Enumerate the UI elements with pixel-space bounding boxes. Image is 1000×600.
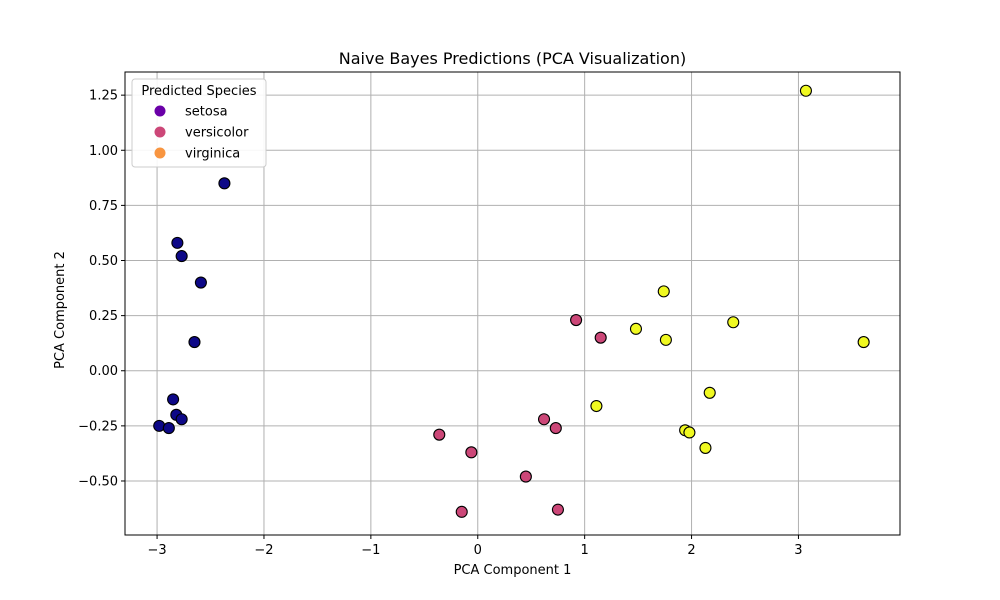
data-point-setosa — [175, 250, 188, 263]
legend-title: Predicted Species — [141, 84, 256, 99]
plot-area-frame — [124, 71, 901, 536]
x-tick-label: 1 — [581, 543, 589, 558]
legend-marker-versicolor — [154, 126, 166, 138]
legend-box — [131, 78, 267, 168]
y-tick-label: 0.50 — [89, 254, 118, 269]
x-tick-label: 0 — [474, 543, 482, 558]
data-point-versicolor — [551, 503, 564, 516]
grid — [125, 72, 900, 535]
y-tick-label: 0.00 — [89, 364, 118, 379]
data-point-virginica — [699, 441, 712, 454]
data-point-versicolor — [519, 470, 532, 483]
legend-marker-setosa — [154, 105, 166, 117]
legend-label-versicolor: versicolor — [185, 126, 249, 141]
x-tick-label: −1 — [361, 543, 380, 558]
y-axis-title: PCA Component 2 — [53, 251, 68, 369]
data-point-virginica — [703, 386, 716, 399]
data-point-virginica — [590, 399, 603, 413]
data-point-virginica — [857, 336, 870, 349]
data-point-versicolor — [433, 428, 446, 441]
legend: Predicted Species setosa versicolor virgin… — [131, 78, 267, 168]
legend-label-setosa: setosa — [185, 105, 228, 120]
data-point-virginica — [659, 333, 672, 346]
data-point-versicolor — [455, 505, 468, 518]
data-point-virginica — [727, 316, 740, 329]
y-tick-label: 0.75 — [89, 199, 118, 214]
axis-ticks: −3 −2 −1 0 1 2 3 −0.50 −0.25 0.00 0.25 0.50 0.75 1.00… — [78, 89, 802, 558]
y-tick-label: −0.50 — [78, 474, 118, 489]
x-tick-label: −3 — [147, 543, 166, 558]
data-point-setosa — [175, 413, 188, 426]
y-tick-label: 0.25 — [89, 309, 118, 324]
y-tick-label: 1.25 — [89, 89, 118, 104]
x-tick-label: −2 — [254, 543, 273, 558]
data-point-versicolor — [537, 413, 551, 426]
data-points — [153, 84, 870, 518]
data-point-setosa — [218, 177, 231, 190]
legend-entries: setosa versicolor virginica — [154, 105, 249, 162]
x-tick-label: 3 — [794, 543, 802, 558]
legend-label-virginica: virginica — [185, 147, 240, 162]
data-point-setosa — [162, 422, 175, 435]
data-point-setosa — [171, 236, 184, 249]
data-point-setosa — [194, 276, 207, 289]
x-axis-title: PCA Component 1 — [454, 563, 572, 578]
data-point-versicolor — [594, 331, 607, 344]
y-tick-label: 1.00 — [89, 144, 118, 159]
data-point-versicolor — [570, 313, 583, 327]
legend-marker-virginica — [154, 147, 166, 159]
data-point-versicolor — [465, 446, 478, 459]
data-point-setosa — [167, 393, 180, 406]
y-tick-label: −0.25 — [78, 419, 118, 434]
chart-title: Naive Bayes Predictions (PCA Visualizati… — [339, 49, 686, 68]
x-tick-label: 2 — [687, 543, 695, 558]
data-point-virginica — [629, 322, 643, 335]
data-point-virginica — [799, 84, 812, 97]
data-point-virginica — [683, 426, 696, 439]
data-point-versicolor — [549, 422, 562, 435]
data-point-setosa — [188, 336, 201, 349]
data-point-virginica — [657, 285, 670, 298]
